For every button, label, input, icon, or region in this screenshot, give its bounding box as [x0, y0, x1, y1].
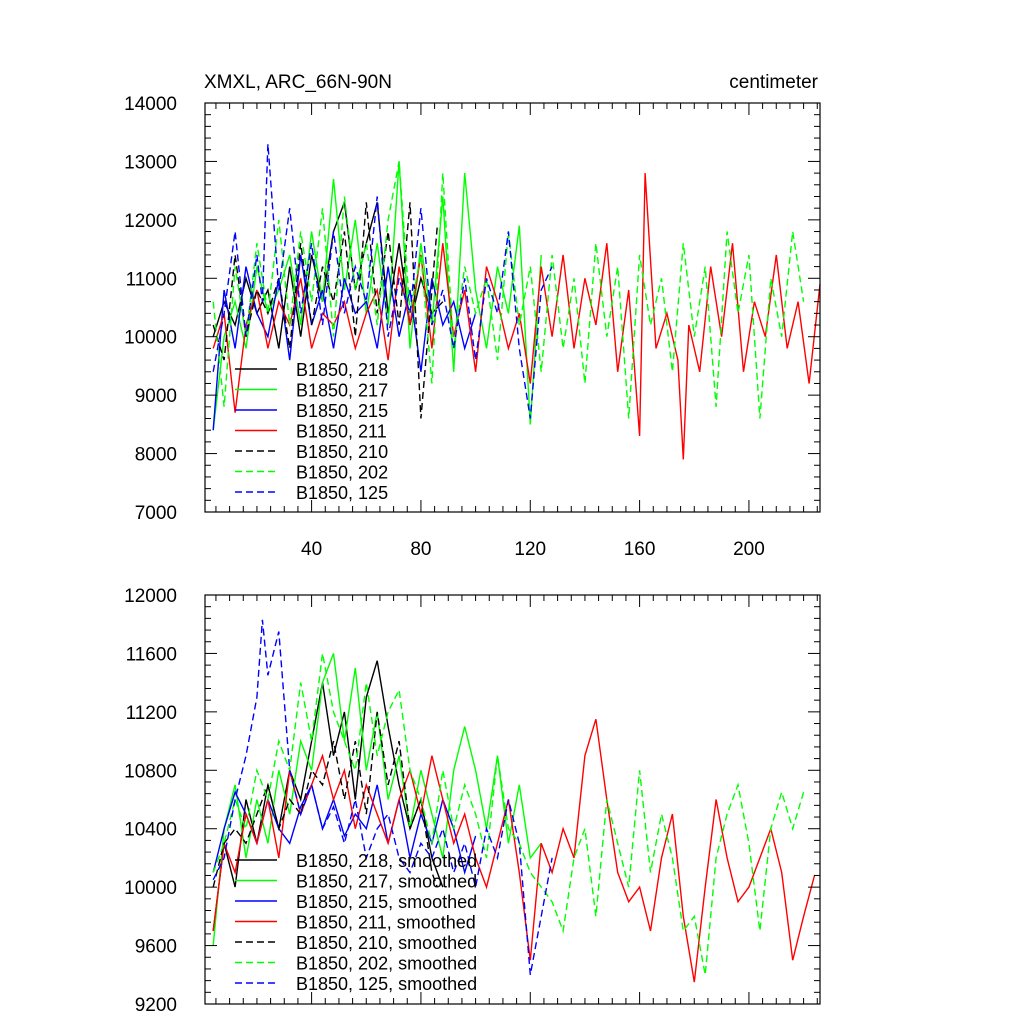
series-line-1-6 [212, 619, 553, 975]
top-title-right: centimeter [729, 72, 818, 93]
ytick-label-1-4: 10800 [124, 761, 177, 782]
ytick-label-0-4: 11000 [126, 269, 177, 290]
legend-label-1-4: B1850, 210, smoothed [296, 933, 477, 953]
ytick-label-1-7: 12000 [124, 586, 177, 607]
ytick-label-0-6: 13000 [124, 152, 177, 173]
legend-label-1-6: B1850, 125, smoothed [296, 974, 477, 994]
ytick-label-1-0: 9200 [135, 995, 177, 1016]
plot-frame-0 [204, 102, 821, 513]
xtick-label-0-1: 80 [410, 539, 431, 560]
series-line-0-4 [212, 202, 438, 419]
ytick-label-1-2: 10000 [124, 878, 177, 899]
xtick-label-0-0: 40 [301, 539, 322, 560]
ytick-label-0-0: 7000 [135, 503, 177, 524]
series-line-1-4 [212, 711, 438, 888]
legend-label-1-0: B1850, 218, smoothed [296, 851, 477, 871]
series-line-1-5 [212, 653, 805, 975]
legend-label-1-5: B1850, 202, smoothed [296, 954, 477, 974]
ytick-label-0-2: 9000 [135, 386, 177, 407]
ytick-label-0-1: 8000 [135, 445, 177, 466]
legend-label-0-3: B1850, 211 [296, 422, 387, 442]
ytick-label-0-5: 12000 [124, 211, 177, 232]
legend-label-0-4: B1850, 210 [296, 442, 388, 462]
series-line-0-3 [212, 173, 821, 460]
ytick-label-1-3: 10400 [124, 820, 177, 841]
legend-label-0-0: B1850, 218 [296, 360, 388, 380]
ytick-label-0-7: 14000 [124, 94, 177, 115]
series-line-0-2 [212, 254, 477, 431]
xtick-label-0-2: 120 [514, 539, 546, 560]
legend-label-0-2: B1850, 215 [296, 401, 388, 421]
ytick-label-1-6: 11600 [126, 644, 177, 665]
ytick-label-0-3: 10000 [124, 328, 177, 349]
plot-frame-1 [204, 594, 821, 1005]
series-line-0-6 [212, 143, 553, 419]
legend-label-1-1: B1850, 217, smoothed [296, 872, 477, 892]
ytick-label-1-5: 11200 [126, 703, 177, 724]
xtick-label-0-4: 200 [733, 539, 765, 560]
top-title-left: XMXL, ARC_66N-90N [204, 72, 392, 93]
legend-label-1-3: B1850, 211, smoothed [296, 913, 476, 933]
xtick-label-0-3: 160 [624, 539, 656, 560]
top-panel: XMXL, ARC_66N-90N centimeter B1850, 218B… [124, 72, 821, 560]
series-line-1-0 [212, 660, 444, 932]
legend-label-1-2: B1850, 215, smoothed [296, 892, 477, 912]
legend-label-0-1: B1850, 217 [296, 381, 388, 401]
ytick-label-1-1: 9600 [135, 937, 177, 958]
legend-label-0-6: B1850, 125 [296, 483, 388, 503]
legend-label-0-5: B1850, 202 [296, 463, 388, 483]
